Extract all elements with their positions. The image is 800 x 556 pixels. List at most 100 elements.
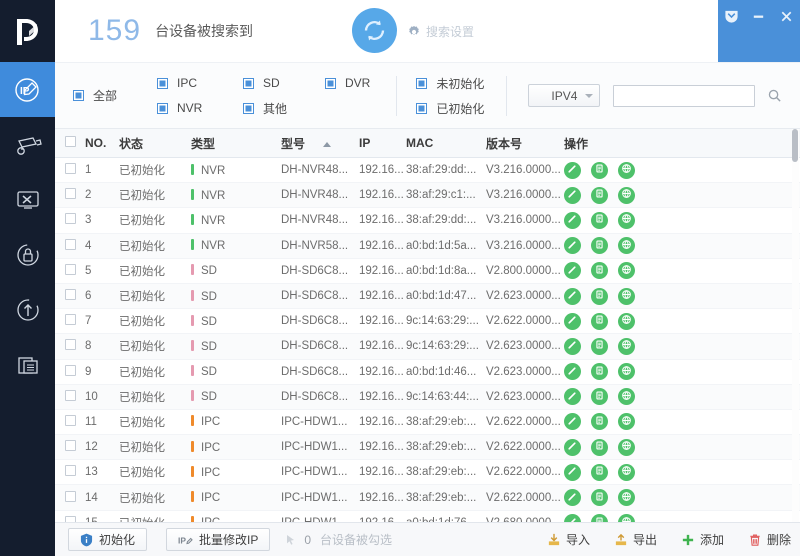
select-all-checkbox[interactable] xyxy=(64,136,76,147)
filter-all[interactable]: 全部 xyxy=(73,87,117,104)
table-row[interactable]: 1 已初始化 NVR DH-NVR48... 192.16... 38:af:29:dd:… xyxy=(55,157,800,184)
filter-other[interactable]: 其他 xyxy=(243,100,325,117)
col-no[interactable]: NO. xyxy=(85,129,119,158)
device-details-button[interactable] xyxy=(591,388,608,406)
filter-initialized[interactable]: 已初始化 xyxy=(416,100,484,117)
device-details-button[interactable] xyxy=(591,262,608,280)
device-details-button[interactable] xyxy=(591,237,608,255)
open-web-button[interactable] xyxy=(618,363,635,381)
row-select-cell[interactable] xyxy=(55,434,85,461)
minimize-button[interactable] xyxy=(748,7,770,25)
col-status[interactable]: 状态 xyxy=(119,129,191,158)
row-checkbox[interactable] xyxy=(64,414,76,426)
search-input-wrap[interactable] xyxy=(613,84,756,107)
device-details-button[interactable] xyxy=(591,312,608,330)
open-web-button[interactable] xyxy=(618,388,635,406)
filter-nvr[interactable]: NVR xyxy=(157,101,243,115)
table-row[interactable]: 14 已初始化 IPC IPC-HDW1... 192.16... 38:af:29:eb… xyxy=(55,484,800,511)
row-select-cell[interactable] xyxy=(55,233,85,259)
row-checkbox[interactable] xyxy=(64,515,76,522)
row-select-cell[interactable] xyxy=(55,384,85,410)
search-settings-button[interactable]: 搜索设置 xyxy=(407,23,474,40)
row-checkbox[interactable] xyxy=(64,339,76,351)
delete-button[interactable]: 删除 xyxy=(748,531,791,548)
table-row[interactable]: 6 已初始化 SD DH-SD6C8... 192.16... a0:bd:1d:47..… xyxy=(55,283,800,310)
sidebar-item-device-config[interactable] xyxy=(0,117,55,172)
table-row[interactable]: 10 已初始化 SD DH-SD6C8... 192.16... 9c:14:63:44:… xyxy=(55,384,800,410)
filter-sd-checkbox[interactable] xyxy=(243,77,255,89)
edit-device-button[interactable] xyxy=(564,463,581,481)
row-checkbox[interactable] xyxy=(64,440,76,452)
refresh-search-button[interactable] xyxy=(352,8,397,53)
row-checkbox[interactable] xyxy=(64,263,76,275)
table-row[interactable]: 5 已初始化 SD DH-SD6C8... 192.16... a0:bd:1d:8a..… xyxy=(55,258,800,284)
device-details-button[interactable] xyxy=(591,287,608,305)
filter-ipc-checkbox[interactable] xyxy=(157,77,169,89)
col-ip[interactable]: IP xyxy=(359,129,406,158)
open-web-button[interactable] xyxy=(618,186,635,204)
table-row[interactable]: 13 已初始化 IPC IPC-HDW1... 192.16... 38:af:29:eb… xyxy=(55,459,800,486)
open-web-button[interactable] xyxy=(618,211,635,229)
edit-device-button[interactable] xyxy=(564,262,581,280)
table-row[interactable]: 8 已初始化 SD DH-SD6C8... 192.16... 9c:14:63:29:.… xyxy=(55,333,800,360)
row-checkbox[interactable] xyxy=(64,364,76,376)
filter-nvr-checkbox[interactable] xyxy=(157,102,169,114)
row-checkbox[interactable] xyxy=(64,213,76,225)
edit-device-button[interactable] xyxy=(564,211,581,229)
export-button[interactable]: 导出 xyxy=(614,531,657,548)
open-web-button[interactable] xyxy=(618,337,635,355)
row-select-cell[interactable] xyxy=(55,409,85,436)
row-select-cell[interactable] xyxy=(55,258,85,284)
edit-device-button[interactable] xyxy=(564,388,581,406)
table-row[interactable]: 11 已初始化 IPC IPC-HDW1... 192.16... 38:af:29:eb… xyxy=(55,409,800,436)
open-web-button[interactable] xyxy=(618,287,635,305)
filter-dvr[interactable]: DVR xyxy=(325,76,370,90)
initialize-button[interactable]: 初始化 xyxy=(68,528,148,551)
col-type[interactable]: 类型 xyxy=(191,129,281,158)
open-web-button[interactable] xyxy=(618,438,635,456)
row-checkbox[interactable] xyxy=(64,490,76,502)
device-details-button[interactable] xyxy=(591,438,608,456)
dropdown-badge-button[interactable] xyxy=(721,7,743,25)
col-mac[interactable]: MAC xyxy=(406,129,486,158)
filter-uninitialized-checkbox[interactable] xyxy=(416,77,428,89)
col-version[interactable]: 版本号 xyxy=(486,129,564,158)
edit-device-button[interactable] xyxy=(564,237,581,255)
row-select-cell[interactable] xyxy=(55,207,85,234)
add-button[interactable]: 添加 xyxy=(681,531,724,548)
row-select-cell[interactable] xyxy=(55,459,85,486)
sidebar-item-logs[interactable] xyxy=(0,337,55,392)
open-web-button[interactable] xyxy=(618,463,635,481)
filter-uninitialized[interactable]: 未初始化 xyxy=(416,75,484,92)
row-select-cell[interactable] xyxy=(55,333,85,360)
device-details-button[interactable] xyxy=(591,514,608,522)
import-button[interactable]: 导入 xyxy=(547,531,590,548)
close-button[interactable] xyxy=(775,7,797,25)
open-web-button[interactable] xyxy=(618,413,635,431)
device-details-button[interactable] xyxy=(591,489,608,507)
row-checkbox[interactable] xyxy=(64,238,76,250)
filter-ipc[interactable]: IPC xyxy=(157,76,243,90)
sidebar-item-upgrade[interactable] xyxy=(0,282,55,337)
row-select-cell[interactable] xyxy=(55,359,85,385)
table-row[interactable]: 15已初始化IPCIPC-HDW1...192.16...a0:bd:1d:76… xyxy=(55,510,800,522)
row-select-cell[interactable] xyxy=(55,484,85,511)
open-web-button[interactable] xyxy=(618,312,635,330)
table-scrollbar-track[interactable] xyxy=(792,129,799,522)
device-details-button[interactable] xyxy=(591,463,608,481)
row-checkbox[interactable] xyxy=(64,314,76,326)
filter-other-checkbox[interactable] xyxy=(243,102,255,114)
device-details-button[interactable] xyxy=(591,161,608,179)
device-details-button[interactable] xyxy=(591,337,608,355)
open-web-button[interactable] xyxy=(618,514,635,522)
device-details-button[interactable] xyxy=(591,413,608,431)
row-select-cell[interactable] xyxy=(55,308,85,335)
table-row[interactable]: 2 已初始化 NVR DH-NVR48... 192.16... 38:af:29:c1:… xyxy=(55,182,800,209)
row-select-cell[interactable] xyxy=(55,157,85,184)
row-select-cell[interactable] xyxy=(55,283,85,310)
edit-device-button[interactable] xyxy=(564,438,581,456)
row-select-cell[interactable] xyxy=(55,182,85,209)
device-details-button[interactable] xyxy=(591,186,608,204)
edit-device-button[interactable] xyxy=(564,413,581,431)
open-web-button[interactable] xyxy=(618,237,635,255)
